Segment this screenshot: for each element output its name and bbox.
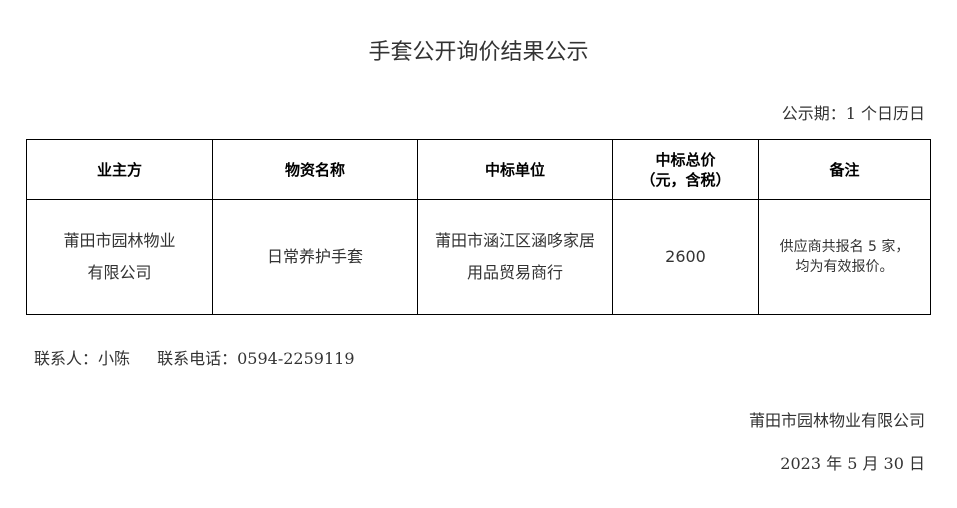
header-price-line1: 中标总价	[655, 150, 716, 169]
header-owner: 业主方	[26, 139, 213, 200]
header-note: 备注	[758, 139, 931, 200]
cell-item: 日常养护手套	[212, 199, 418, 315]
header-price-line2: （元，含税）	[640, 170, 731, 189]
table-header-row: 业主方 物资名称 中标单位 中标总价 （元，含税） 备注	[26, 139, 931, 200]
note-line1: 供应商共报名 5 家，	[779, 239, 910, 255]
note-line2: 均为有效报价。	[795, 259, 894, 275]
issuer-org: 莆田市园林物业有限公司	[748, 411, 925, 430]
contact-person: 联系人：小陈	[34, 349, 131, 368]
issue-date: 2023 年 5 月 30 日	[780, 454, 925, 473]
cell-winner: 莆田市涵江区涵哆家居 用品贸易商行	[417, 199, 613, 315]
cell-price: 2600	[612, 199, 759, 315]
header-winner: 中标单位	[417, 139, 613, 200]
winner-line1: 莆田市涵江区涵哆家居	[434, 231, 595, 250]
page-title: 手套公开询价结果公示	[368, 40, 589, 65]
header-item: 物资名称	[212, 139, 418, 200]
owner-line2: 有限公司	[87, 263, 152, 282]
contact-info: 联系人：小陈 联系电话：0594-2259119	[34, 345, 377, 369]
contact-phone: 联系电话：0594-2259119	[157, 349, 355, 368]
cell-note: 供应商共报名 5 家， 均为有效报价。	[758, 199, 931, 315]
result-table: 业主方 物资名称 中标单位 中标总价 （元，含税） 备注 莆田市园林物业 有限公…	[26, 139, 931, 315]
publicity-period: 公示期：1 个日历日	[781, 104, 925, 123]
winner-line2: 用品贸易商行	[466, 263, 563, 282]
owner-line1: 莆田市园林物业	[63, 231, 176, 250]
header-price: 中标总价 （元，含税）	[612, 139, 759, 200]
table-row: 莆田市园林物业 有限公司 日常养护手套 莆田市涵江区涵哆家居 用品贸易商行 26…	[26, 199, 931, 315]
cell-owner: 莆田市园林物业 有限公司	[26, 199, 213, 315]
